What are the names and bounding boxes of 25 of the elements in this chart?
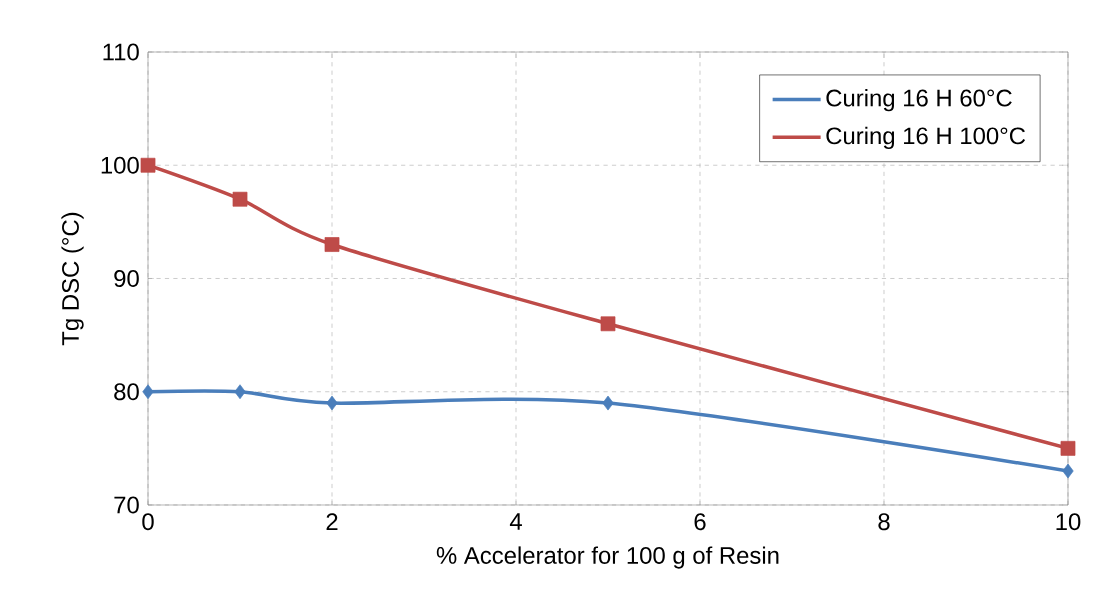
x-tick-label: 6 [694,513,706,531]
point [1062,463,1074,479]
y-tick-label: 110 [103,43,139,61]
point [1060,440,1076,456]
point [232,191,248,207]
x-tick-label: 2 [326,513,338,530]
x-axis-title: % Accelerator for 100 g of Resin [436,546,779,569]
x-tick-label: 10 [1056,513,1081,531]
y-axis-title: Tg DSC (°C) [61,212,84,346]
point [326,395,338,411]
point [324,237,340,252]
y-tick-label: 80 [114,383,139,401]
y-tick-label: 90 [114,270,139,287]
legend-label: Curing 16 H 100°C [826,126,1026,150]
x-tick-label: 4 [509,513,522,530]
legend-label: Curing 16 H 60°C [826,89,1012,112]
point [600,316,616,332]
x-tick-label: 0 [142,513,154,531]
point [602,395,614,411]
point [142,384,154,400]
x-tick-label: 8 [878,513,890,531]
point [234,384,246,400]
point [140,157,156,173]
y-tick-label: 70 [114,496,139,514]
y-tick-label: 100 [101,156,139,174]
